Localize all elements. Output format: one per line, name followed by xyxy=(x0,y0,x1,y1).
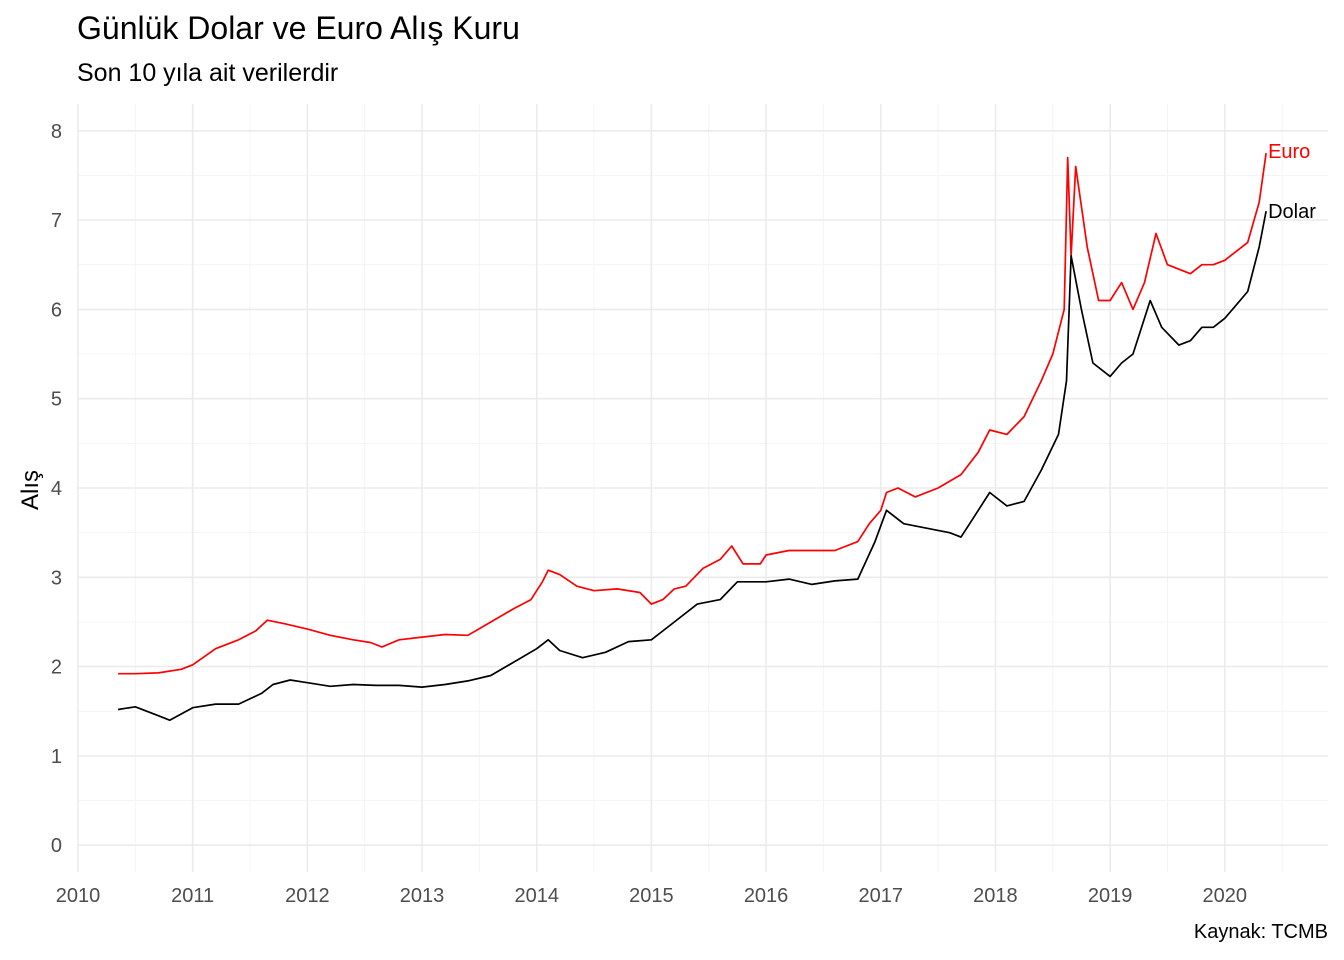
chart-subtitle: Son 10 yıla ait verilerdir xyxy=(77,59,339,87)
y-axis-ticks: 0 1 2 3 4 5 6 7 8 xyxy=(51,121,62,857)
x-tick-label: 2018 xyxy=(973,885,1018,907)
y-tick-label: 0 xyxy=(51,835,62,857)
y-tick-label: 5 xyxy=(51,389,62,411)
source-caption: Kaynak: TCMB xyxy=(1193,921,1328,943)
grid-major xyxy=(77,104,1328,872)
x-axis-ticks: 2010 2011 2012 2013 2014 2015 2016 2017 2018 2019… xyxy=(56,885,1247,907)
x-tick-label: 2010 xyxy=(56,885,101,907)
x-tick-label: 2012 xyxy=(285,885,330,907)
y-tick-label: 4 xyxy=(51,478,62,500)
end-label-euro: Euro xyxy=(1268,141,1310,163)
y-tick-label: 6 xyxy=(51,299,62,321)
y-axis-label: Alış xyxy=(17,470,44,510)
x-tick-label: 2019 xyxy=(1088,885,1133,907)
y-tick-label: 8 xyxy=(51,121,62,143)
x-tick-label: 2013 xyxy=(400,885,445,907)
y-tick-label: 3 xyxy=(51,567,62,589)
y-tick-label: 1 xyxy=(51,746,62,768)
x-tick-label: 2017 xyxy=(859,885,904,907)
x-tick-label: 2011 xyxy=(171,885,214,907)
series-end-labels: Euro Dolar xyxy=(1268,141,1316,223)
y-tick-label: 7 xyxy=(51,210,62,232)
series-line-euro xyxy=(118,152,1267,675)
x-tick-label: 2014 xyxy=(514,885,559,907)
chart-title: Günlük Dolar ve Euro Alış Kuru xyxy=(77,10,520,46)
end-label-dolar: Dolar xyxy=(1268,201,1316,223)
y-tick-label: 2 xyxy=(51,657,62,679)
series-lines xyxy=(117,152,1267,722)
x-tick-label: 2016 xyxy=(744,885,789,907)
x-tick-label: 2020 xyxy=(1203,885,1248,907)
series-line-dolar xyxy=(117,211,1267,722)
x-tick-label: 2015 xyxy=(629,885,674,907)
